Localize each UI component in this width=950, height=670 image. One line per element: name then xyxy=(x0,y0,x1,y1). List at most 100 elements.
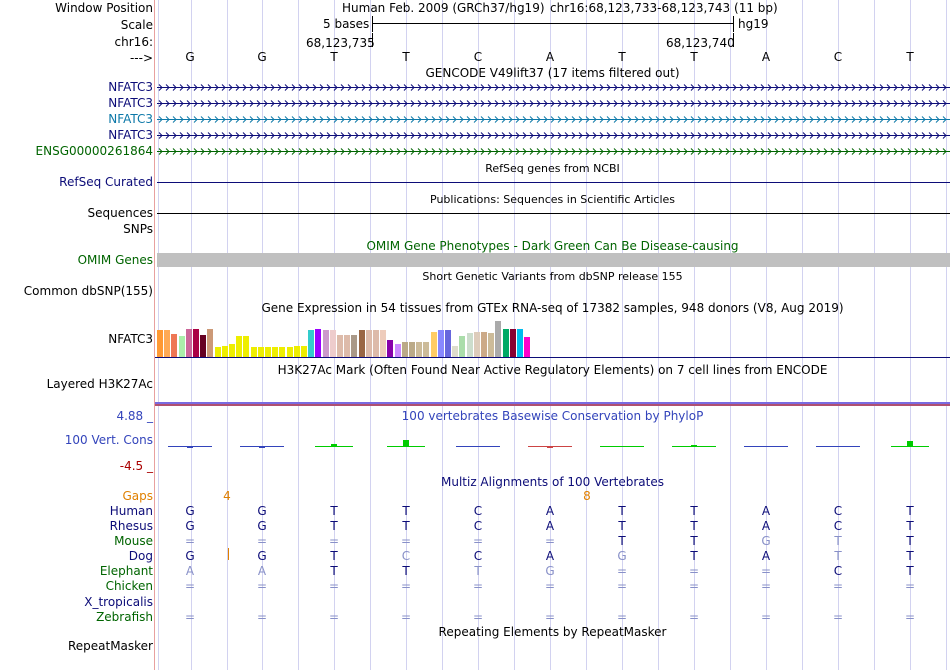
gtex-tissue-bar[interactable] xyxy=(409,342,415,357)
gtex-tissue-bar[interactable] xyxy=(236,336,243,357)
dbsnp-track-label[interactable]: Common dbSNP(155) xyxy=(23,284,153,298)
publications-sequence-line[interactable] xyxy=(157,213,950,214)
gtex-tissue-bar[interactable] xyxy=(308,330,315,357)
conservation-score-mark[interactable] xyxy=(763,446,769,447)
gtex-expression-bars[interactable] xyxy=(155,316,535,357)
refseq-track-label[interactable]: RefSeq Curated xyxy=(59,175,153,189)
gtex-track-title: Gene Expression in 54 tissues from GTEx … xyxy=(261,301,844,315)
gtex-tissue-bar[interactable] xyxy=(265,347,271,357)
gtex-tissue-bar[interactable] xyxy=(488,333,495,357)
gencode-transcript-line[interactable] xyxy=(157,84,950,91)
cons-track-label[interactable]: 100 Vert. Cons xyxy=(64,433,153,447)
gtex-tissue-bar[interactable] xyxy=(207,329,214,357)
species-label-zebrafish[interactable]: Zebrafish xyxy=(96,610,153,624)
gtex-tissue-bar[interactable] xyxy=(257,347,264,357)
gtex-tissue-bar[interactable] xyxy=(185,329,192,357)
gtex-tissue-bar[interactable] xyxy=(481,332,487,357)
gencode-item-label-1[interactable]: NFATC3 xyxy=(108,80,153,94)
gtex-tissue-bar[interactable] xyxy=(373,330,379,357)
gencode-transcript-line[interactable] xyxy=(157,116,950,123)
conservation-score-mark[interactable] xyxy=(835,446,841,447)
gtex-tissue-bar[interactable] xyxy=(272,347,279,357)
gtex-tissue-bar[interactable] xyxy=(387,340,394,357)
gencode-item-label-3[interactable]: NFATC3 xyxy=(108,112,153,126)
gencode-transcript-line[interactable] xyxy=(157,132,950,139)
gtex-tissue-bar[interactable] xyxy=(358,330,365,357)
gtex-tissue-bar[interactable] xyxy=(423,342,430,357)
gtex-tissue-bar[interactable] xyxy=(473,332,480,357)
gtex-tissue-bar[interactable] xyxy=(301,346,307,357)
gtex-tissue-bar[interactable] xyxy=(445,330,451,357)
gtex-tissue-bar[interactable] xyxy=(229,344,235,357)
gtex-tissue-bar[interactable] xyxy=(466,333,473,357)
gtex-tissue-bar[interactable] xyxy=(437,330,444,357)
conservation-score-mark[interactable] xyxy=(619,446,625,447)
gtex-tissue-bar[interactable] xyxy=(517,329,523,357)
conservation-score-mark[interactable] xyxy=(259,446,265,448)
species-label-elephant[interactable]: Elephant xyxy=(99,564,153,578)
conservation-score-mark[interactable] xyxy=(475,446,481,447)
gtex-tissue-bar[interactable] xyxy=(164,330,171,357)
species-label-chicken[interactable]: Chicken xyxy=(105,579,153,593)
gencode-item-label-2[interactable]: NFATC3 xyxy=(108,96,153,110)
gtex-tissue-bar[interactable] xyxy=(430,332,437,357)
conservation-score-mark[interactable] xyxy=(187,446,193,448)
aligned-base: A xyxy=(761,549,771,563)
snps-track-label[interactable]: SNPs xyxy=(123,222,153,236)
repeatmasker-track-label[interactable]: RepeatMasker xyxy=(67,639,153,653)
omim-track-label[interactable]: OMIM Genes xyxy=(77,253,153,267)
gencode-item-label-4[interactable]: NFATC3 xyxy=(108,128,153,142)
gtex-tissue-bar[interactable] xyxy=(401,342,408,357)
species-label-human[interactable]: Human xyxy=(109,504,153,518)
conservation-score-mark[interactable] xyxy=(403,440,409,447)
h3k27ac-track-label[interactable]: Layered H3K27Ac xyxy=(46,377,153,391)
gtex-tissue-bar[interactable] xyxy=(250,347,257,357)
gtex-tissue-bar[interactable] xyxy=(459,336,466,357)
gtex-tissue-bar[interactable] xyxy=(322,330,329,357)
gtex-tissue-bar[interactable] xyxy=(200,335,207,357)
conservation-score-mark[interactable] xyxy=(547,446,553,448)
gtex-tissue-bar[interactable] xyxy=(243,336,250,357)
gtex-tissue-bar[interactable] xyxy=(365,330,372,357)
gtex-tissue-bar[interactable] xyxy=(193,329,199,357)
gencode-transcript-line[interactable] xyxy=(157,148,950,155)
gtex-tissue-bar[interactable] xyxy=(394,344,401,357)
gtex-tissue-bar[interactable] xyxy=(380,330,387,357)
gtex-tissue-bar[interactable] xyxy=(344,335,351,357)
gtex-tissue-bar[interactable] xyxy=(286,347,293,357)
reference-base: C xyxy=(833,50,843,64)
species-label-rhesus[interactable]: Rhesus xyxy=(109,519,153,533)
species-label-dog[interactable]: Dog xyxy=(128,549,153,563)
refseq-gene-line[interactable] xyxy=(157,182,950,183)
gtex-track-label[interactable]: NFATC3 xyxy=(108,332,153,346)
sequences-track-label[interactable]: Sequences xyxy=(87,206,153,220)
gtex-tissue-bar[interactable] xyxy=(524,337,531,357)
gtex-tissue-bar[interactable] xyxy=(171,334,178,357)
gtex-tissue-bar[interactable] xyxy=(279,347,286,357)
species-label-mouse[interactable]: Mouse xyxy=(114,534,153,548)
aligned-base: T xyxy=(618,534,626,548)
gencode-transcript-line[interactable] xyxy=(157,100,950,107)
gencode-item-label-5[interactable]: ENSG00000261864 xyxy=(35,144,153,158)
conservation-score-mark[interactable] xyxy=(691,445,697,447)
gtex-tissue-bar[interactable] xyxy=(351,335,358,357)
gtex-tissue-bar[interactable] xyxy=(157,330,163,357)
gtex-tissue-bar[interactable] xyxy=(495,321,502,357)
conservation-score-mark[interactable] xyxy=(907,441,913,447)
gtex-tissue-bar[interactable] xyxy=(329,330,336,357)
aligned-base: A xyxy=(545,519,555,533)
species-label-x-tropicalis[interactable]: X_tropicalis xyxy=(84,595,153,609)
gtex-tissue-bar[interactable] xyxy=(509,329,516,357)
gtex-tissue-bar[interactable] xyxy=(502,329,509,357)
gtex-tissue-bar[interactable] xyxy=(214,347,221,357)
gtex-tissue-bar[interactable] xyxy=(221,346,228,357)
gtex-tissue-bar[interactable] xyxy=(293,346,300,357)
gtex-tissue-bar[interactable] xyxy=(178,336,185,357)
gtex-gene-line[interactable] xyxy=(155,357,950,358)
omim-gene-bar[interactable] xyxy=(157,253,950,267)
gtex-tissue-bar[interactable] xyxy=(315,329,322,357)
conservation-score-mark[interactable] xyxy=(331,444,337,447)
gtex-tissue-bar[interactable] xyxy=(416,342,423,357)
gtex-tissue-bar[interactable] xyxy=(337,335,343,357)
gtex-tissue-bar[interactable] xyxy=(452,346,459,357)
